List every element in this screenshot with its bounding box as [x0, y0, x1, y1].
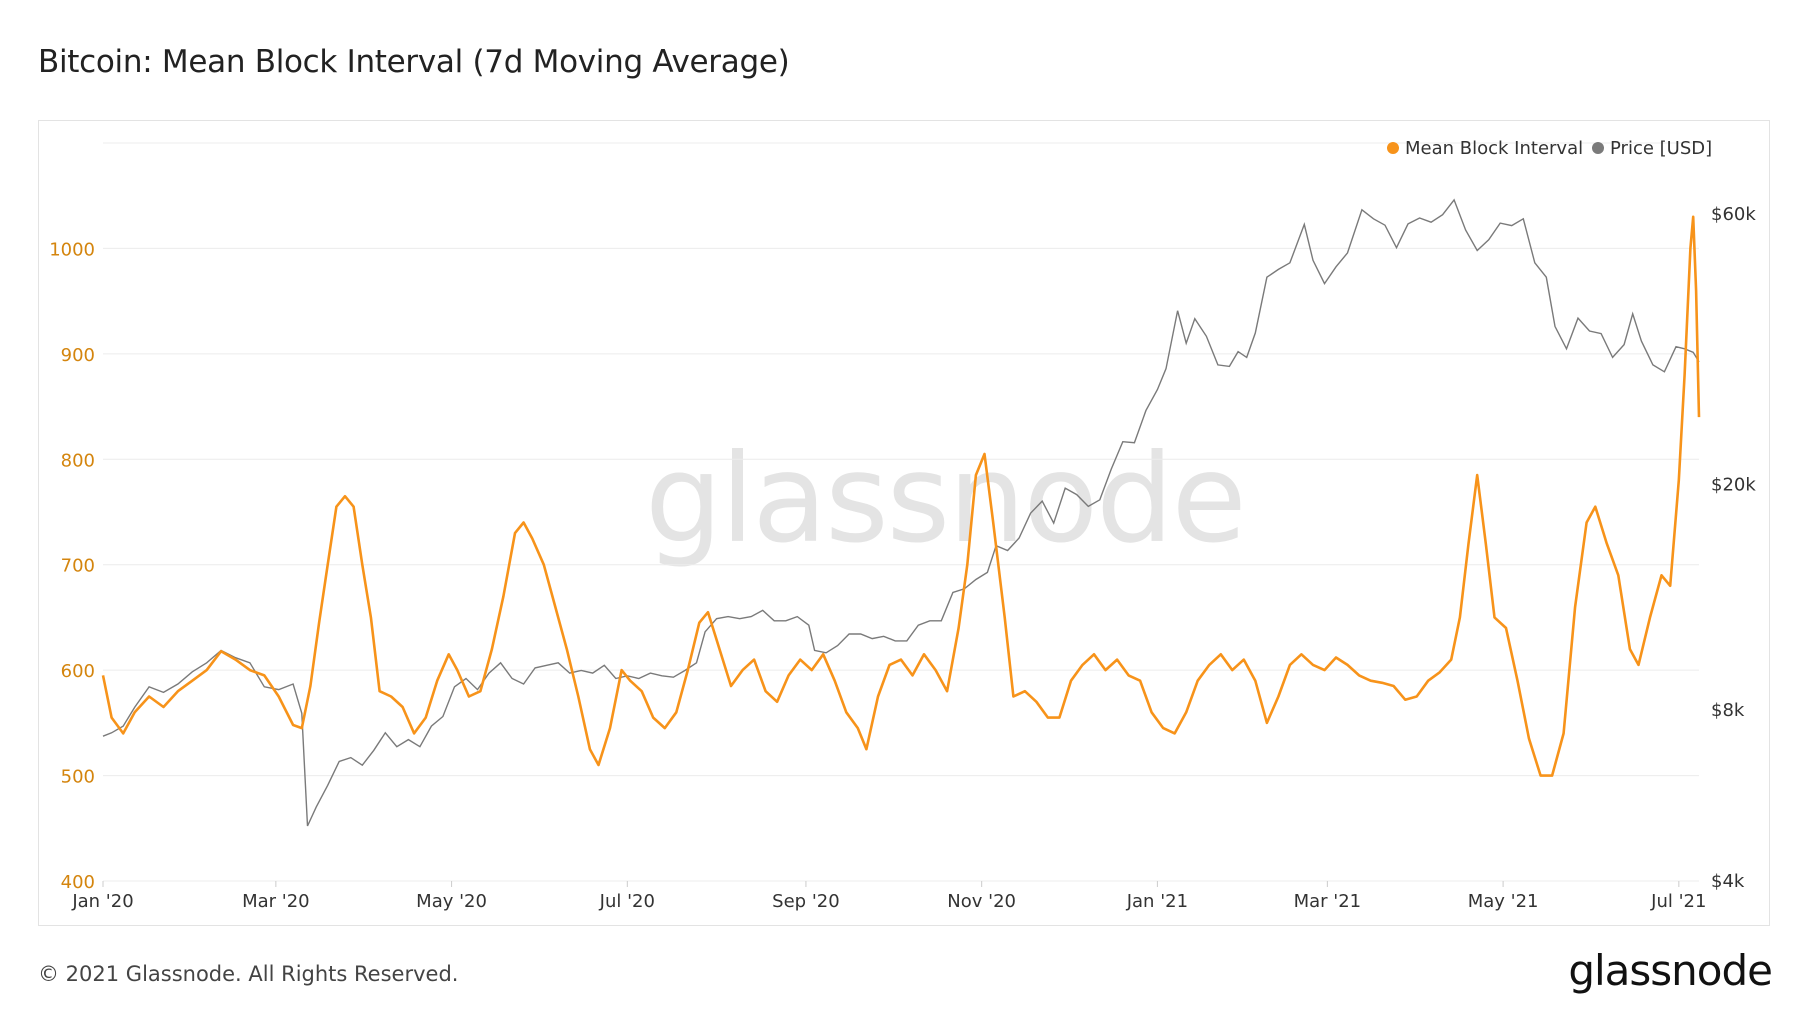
x-tick-label: Jan '20 — [71, 891, 133, 912]
legend-label-price: Price [USD] — [1610, 138, 1712, 159]
y-left-tick-label: 1000 — [49, 239, 95, 260]
x-tick-label: Mar '20 — [242, 891, 310, 912]
y-left-tick-label: 400 — [61, 872, 95, 893]
y-right-tick-label: $20k — [1711, 475, 1756, 496]
series-line-mean-block-interval — [101, 215, 1701, 777]
y-right-tick-label: $8k — [1711, 700, 1745, 721]
x-tick-label: Nov '20 — [947, 891, 1016, 912]
x-tick-label: Jul '20 — [599, 891, 655, 912]
y-left-tick-label: 500 — [61, 767, 95, 788]
page-title: Bitcoin: Mean Block Interval (7d Moving … — [38, 44, 790, 80]
y-left-tick-label: 900 — [61, 345, 95, 366]
legend-label-interval: Mean Block Interval — [1405, 138, 1583, 159]
legend-dot-interval — [1387, 142, 1399, 154]
y-left-tick-label: 600 — [61, 661, 95, 682]
x-tick-label: Mar '21 — [1294, 891, 1362, 912]
y-left-tick-label: 800 — [61, 450, 95, 471]
left-axis-ticks: 400 500 600 700 800 900 1000 — [49, 239, 95, 893]
legend-item-mean-block-interval[interactable]: Mean Block Interval — [1387, 138, 1583, 159]
x-tick-label: May '20 — [416, 891, 487, 912]
x-tick-label: May '21 — [1468, 891, 1539, 912]
y-right-tick-label: $60k — [1711, 204, 1756, 225]
grid-lines — [103, 142, 1699, 882]
x-tick-label: Jul '21 — [1650, 891, 1706, 912]
chart-watermark: glassnode — [645, 428, 1245, 570]
y-right-tick-label: $4k — [1711, 871, 1745, 892]
legend-item-price[interactable]: Price [USD] — [1592, 138, 1712, 159]
y-left-tick-label: 700 — [61, 556, 95, 577]
legend: Mean Block Interval Price [USD] — [1387, 138, 1712, 159]
glassnode-logo[interactable]: glassnode — [1568, 946, 1773, 995]
legend-dot-price — [1592, 142, 1604, 154]
x-axis-ticks: Jan '20 Mar '20 May '20 Jul '20 Sep '20 Nov '… — [71, 881, 1706, 912]
copyright-notice: © 2021 Glassnode. All Rights Reserved. — [38, 962, 459, 986]
series-line-price — [102, 198, 1700, 827]
x-tick-label: Jan '21 — [1126, 891, 1188, 912]
chart-frame: glassnode 400 500 600 700 800 900 1000 $4k $8k $… — [38, 120, 1770, 926]
right-axis-ticks: $4k $8k $20k $60k — [1711, 204, 1756, 892]
x-tick-label: Sep '20 — [772, 891, 840, 912]
